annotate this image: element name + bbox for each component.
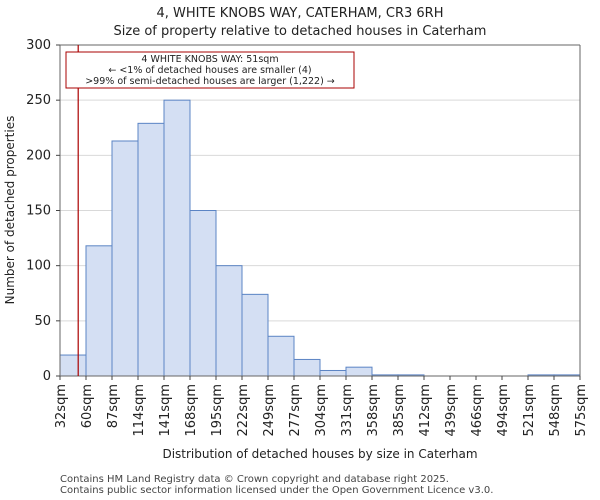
histogram-bar: [215, 265, 243, 377]
x-tick-label: 575sqm: [574, 384, 589, 437]
y-tick-label: 100: [26, 259, 51, 274]
histogram-bar: [319, 369, 347, 377]
x-tick-label: 141sqm: [158, 384, 173, 437]
x-tick-label: 358sqm: [366, 384, 381, 437]
annotation-box: 4 WHITE KNOBS WAY: 51sqm ← <1% of detach…: [65, 51, 355, 89]
chart-subtitle: Size of property relative to detached ho…: [113, 24, 487, 39]
annotation-line-2: ← <1% of detached houses are smaller (4): [108, 65, 311, 76]
x-axis-label: Distribution of detached houses by size …: [162, 447, 477, 461]
annotation-line-1: 4 WHITE KNOBS WAY: 51sqm: [141, 54, 278, 65]
x-tick-label: 331sqm: [340, 384, 355, 437]
histogram-bar: [267, 335, 295, 377]
x-tick-label: 32sqm: [54, 384, 69, 428]
x-tick-label: 521sqm: [522, 384, 537, 437]
y-tick-label: 50: [34, 314, 51, 329]
footer-line-2: Contains public sector information licen…: [60, 485, 494, 496]
histogram-bar: [293, 358, 321, 377]
x-tick-label: 277sqm: [288, 384, 303, 437]
histogram-bar: [189, 210, 217, 377]
histogram-bar: [59, 354, 87, 377]
x-tick-label: 412sqm: [418, 384, 433, 437]
y-tick-label: 200: [26, 148, 51, 163]
x-tick-label: 439sqm: [444, 384, 459, 437]
histogram-bar: [163, 99, 191, 377]
histogram-bar: [345, 366, 373, 377]
y-axis-label: Number of detached properties: [3, 116, 17, 305]
x-tick-label: 466sqm: [470, 384, 485, 437]
footer-line-1: Contains HM Land Registry data © Crown c…: [60, 474, 449, 485]
x-tick-label: 114sqm: [132, 384, 147, 437]
histogram-bar: [241, 293, 269, 377]
y-tick-label: 150: [26, 204, 51, 219]
x-tick-label: 222sqm: [236, 384, 251, 437]
y-tick-label: 300: [26, 38, 51, 53]
y-tick-label: 0: [43, 369, 51, 384]
x-tick-label: 494sqm: [496, 384, 511, 437]
x-tick-label: 304sqm: [314, 384, 329, 437]
x-tick-label: 60sqm: [80, 384, 95, 428]
histogram-bar: [111, 140, 139, 377]
annotation-line-3: >99% of semi-detached houses are larger …: [85, 76, 335, 87]
x-tick-label: 168sqm: [184, 384, 199, 437]
x-tick-label: 87sqm: [106, 384, 121, 428]
chart-title: 4, WHITE KNOBS WAY, CATERHAM, CR3 6RH: [156, 6, 444, 21]
y-tick-label: 250: [26, 93, 51, 108]
x-tick-label: 385sqm: [392, 384, 407, 437]
histogram-bar: [85, 245, 113, 377]
x-tick-label: 195sqm: [210, 384, 225, 437]
histogram-bar: [137, 122, 165, 377]
x-tick-label: 548sqm: [548, 384, 563, 437]
x-tick-label: 249sqm: [262, 384, 277, 437]
